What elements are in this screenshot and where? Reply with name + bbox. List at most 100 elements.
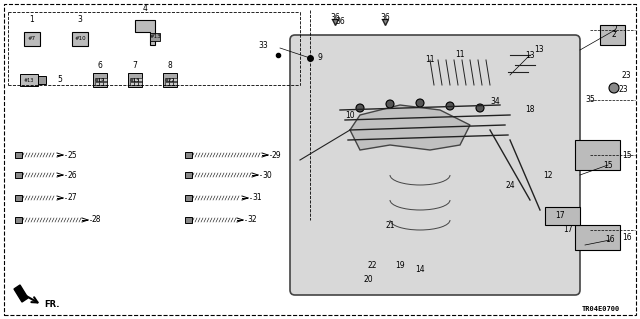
Polygon shape: [14, 285, 28, 302]
Text: 15: 15: [603, 160, 613, 169]
Bar: [185, 195, 192, 201]
Bar: [575, 140, 620, 170]
Bar: [24, 32, 40, 46]
Text: 28: 28: [92, 216, 102, 225]
Text: 3: 3: [77, 15, 83, 24]
Bar: [95, 78, 99, 81]
Text: #15: #15: [130, 78, 140, 83]
Bar: [93, 73, 107, 87]
Text: 29: 29: [272, 151, 282, 160]
Circle shape: [609, 83, 619, 93]
Bar: [15, 172, 22, 178]
Bar: [545, 207, 580, 225]
Bar: [575, 225, 620, 250]
Text: 4: 4: [143, 4, 147, 13]
Text: 23: 23: [621, 70, 630, 79]
Text: #13: #13: [149, 34, 161, 40]
Text: 23: 23: [618, 85, 628, 94]
Text: 1: 1: [29, 15, 35, 24]
Text: 36: 36: [380, 13, 390, 22]
Text: TR04E0700: TR04E0700: [582, 306, 620, 312]
Text: #22: #22: [165, 78, 175, 83]
Bar: [173, 81, 177, 85]
Text: 25: 25: [67, 151, 77, 160]
Bar: [15, 152, 22, 158]
Bar: [99, 78, 102, 81]
Text: 16: 16: [605, 235, 615, 244]
Text: #10: #10: [74, 36, 86, 41]
Text: 18: 18: [525, 106, 535, 115]
Bar: [72, 32, 88, 46]
Bar: [138, 81, 141, 85]
Text: 9: 9: [318, 54, 323, 63]
Text: 32: 32: [247, 216, 257, 225]
Text: 14: 14: [415, 265, 425, 275]
Bar: [163, 73, 177, 87]
Text: 20: 20: [363, 276, 373, 285]
Text: 2: 2: [612, 26, 618, 34]
Text: 10: 10: [345, 110, 355, 120]
Text: 5: 5: [57, 76, 62, 85]
Text: #13: #13: [24, 78, 34, 83]
Bar: [128, 73, 142, 87]
Circle shape: [446, 102, 454, 110]
Text: 2: 2: [612, 30, 616, 39]
Text: 19: 19: [395, 261, 405, 270]
Text: 17: 17: [563, 226, 573, 234]
Bar: [165, 81, 168, 85]
Circle shape: [386, 100, 394, 108]
Text: 11: 11: [425, 56, 435, 64]
Bar: [150, 33, 160, 41]
Circle shape: [416, 99, 424, 107]
Bar: [169, 78, 173, 81]
Polygon shape: [350, 105, 470, 150]
Text: 26: 26: [67, 170, 77, 180]
Text: 33: 33: [259, 41, 268, 50]
Text: #1P: #1P: [95, 78, 105, 83]
Bar: [15, 195, 22, 201]
Text: 36: 36: [330, 13, 340, 22]
Text: FR.: FR.: [44, 300, 60, 309]
Bar: [99, 81, 102, 85]
Text: 11: 11: [455, 50, 465, 59]
Text: 36: 36: [335, 18, 345, 26]
Bar: [134, 81, 138, 85]
Bar: [134, 78, 138, 81]
Circle shape: [356, 104, 364, 112]
Bar: [38, 76, 46, 84]
Bar: [15, 217, 22, 223]
Text: 16: 16: [622, 234, 632, 242]
Bar: [169, 81, 173, 85]
Bar: [600, 25, 625, 45]
FancyBboxPatch shape: [290, 35, 580, 295]
Bar: [103, 81, 106, 85]
Bar: [173, 78, 177, 81]
Circle shape: [476, 104, 484, 112]
Text: #7: #7: [28, 36, 36, 41]
Text: 22: 22: [367, 261, 377, 270]
Text: 30: 30: [262, 170, 272, 180]
Text: 34: 34: [490, 98, 500, 107]
Bar: [103, 78, 106, 81]
Text: 15: 15: [622, 151, 632, 160]
Text: 35: 35: [585, 95, 595, 105]
Text: 27: 27: [67, 194, 77, 203]
Text: 24: 24: [505, 181, 515, 189]
Bar: [185, 152, 192, 158]
Text: 12: 12: [543, 170, 553, 180]
Text: 17: 17: [555, 211, 565, 219]
Bar: [20, 74, 38, 86]
Text: 13: 13: [525, 50, 535, 60]
Text: 13: 13: [534, 46, 543, 55]
Bar: [95, 81, 99, 85]
Text: 31: 31: [252, 194, 262, 203]
Polygon shape: [135, 20, 155, 45]
Bar: [165, 78, 168, 81]
Bar: [130, 81, 134, 85]
Text: 8: 8: [168, 61, 172, 70]
Text: 21: 21: [385, 220, 395, 229]
Bar: [130, 78, 134, 81]
Text: 6: 6: [97, 61, 102, 70]
Text: 7: 7: [132, 61, 138, 70]
Bar: [185, 217, 192, 223]
